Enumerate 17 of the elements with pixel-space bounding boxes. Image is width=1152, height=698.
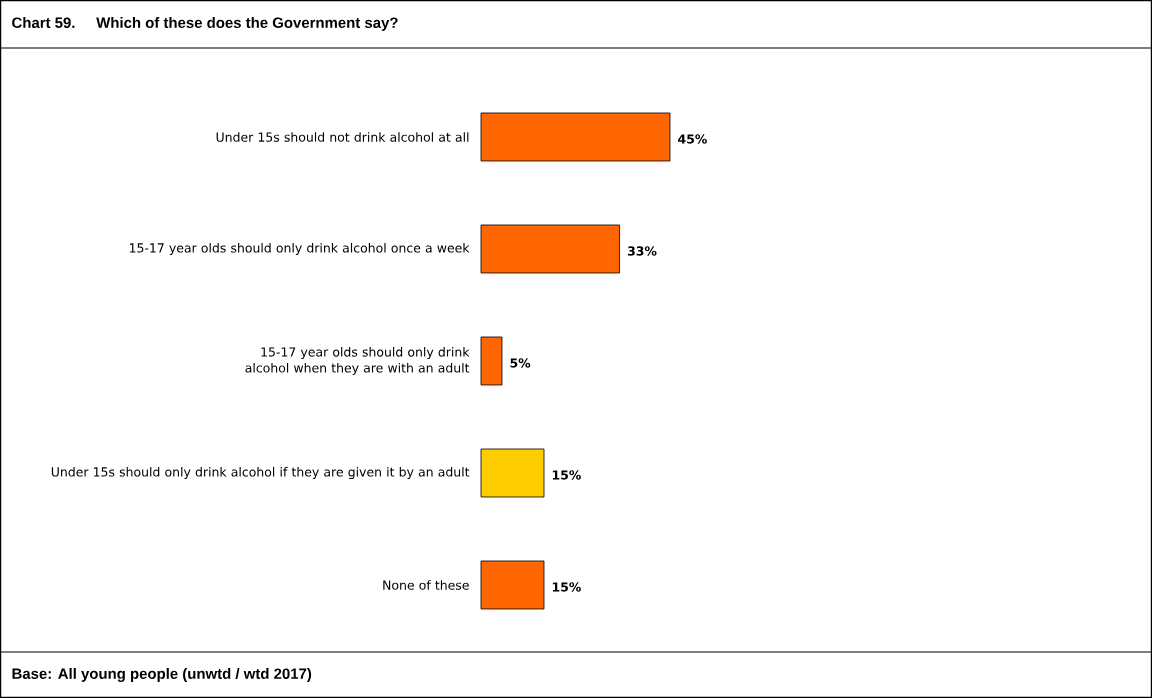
bar: [480, 336, 503, 386]
data-label: 45%: [678, 134, 707, 144]
y-tick-label: Under 15s should only drink alcohol if they are given it by an adult: [51, 466, 470, 480]
text: Base: All young people (unwtd / wtd 2017): [12, 667, 312, 682]
bar: [480, 112, 671, 162]
data-label: 15%: [552, 582, 581, 592]
data-label: 5%: [510, 358, 531, 368]
text: Chart 59. Which of these does the Government say?: [12, 17, 398, 31]
bar: [480, 448, 545, 498]
y-tick-label: 15-17 year olds should only drink alcohol when they are with an adult: [245, 346, 470, 375]
y-tick-label: None of these: [383, 580, 469, 590]
y-tick-label: Under 15s should not drink alcohol at all: [216, 132, 469, 142]
y-tick-label: 15-17 year olds should only drink alcohol once a week: [129, 242, 470, 256]
data-label: 15%: [552, 470, 581, 480]
data-label: 33%: [627, 246, 657, 256]
bar: [480, 224, 621, 274]
bar: [480, 560, 545, 610]
